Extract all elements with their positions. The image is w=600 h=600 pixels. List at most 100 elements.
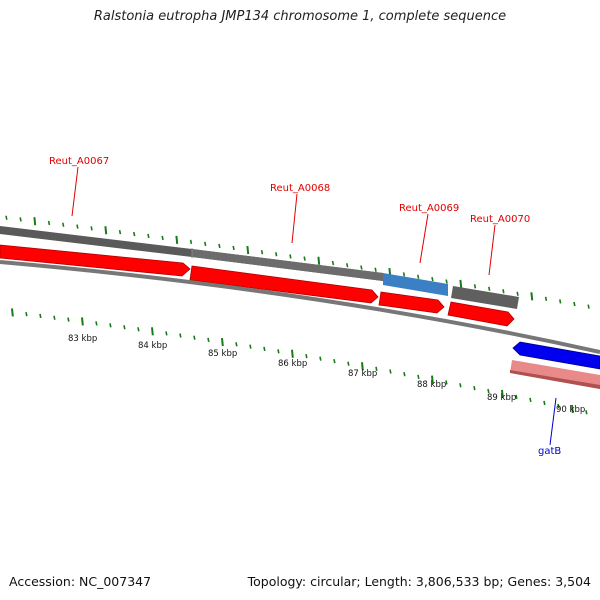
outer-tick <box>47 220 51 226</box>
outer-tick <box>204 241 207 247</box>
outer-tick <box>417 274 420 279</box>
outer-tick <box>473 284 477 289</box>
cds-arrow-2[interactable] <box>189 265 379 304</box>
scale-tick <box>529 397 532 403</box>
scale-tick <box>347 361 350 366</box>
leader-line-a0067 <box>71 166 79 217</box>
gene-label-a0067[interactable]: Reut_A0067 <box>49 156 109 167</box>
genome-summary: Topology: circular; Length: 3,806,533 bp… <box>247 574 591 589</box>
scale-tick <box>53 315 56 320</box>
scale-tick <box>291 349 294 358</box>
scale-tick <box>109 323 112 328</box>
outer-tick <box>5 215 8 220</box>
scale-tick <box>137 327 140 332</box>
outer-tick <box>544 296 548 302</box>
scale-tick <box>165 331 168 336</box>
rna-bar-gatb-shadow <box>510 370 600 389</box>
scale-tick <box>25 312 28 317</box>
cds-arrow-4[interactable] <box>447 301 515 327</box>
scale-tick <box>361 362 364 371</box>
scale-tick <box>221 337 224 347</box>
scale-tick <box>249 344 252 349</box>
scale-tick <box>179 333 182 338</box>
scale-tick <box>193 335 196 340</box>
outer-tick <box>76 224 79 229</box>
scale-tick <box>123 325 126 330</box>
scale-tick-ring <box>11 308 588 415</box>
leader-line-a0068 <box>291 193 298 244</box>
outer-tick <box>331 260 335 266</box>
cds-arrow-1[interactable] <box>0 244 191 277</box>
scale-tick <box>277 349 280 354</box>
scale-tick <box>431 375 434 384</box>
outer-tick <box>431 276 434 282</box>
gene-label-a0069[interactable]: Reut_A0069 <box>399 203 459 214</box>
scale-tick <box>39 313 42 319</box>
scale-tick <box>515 394 518 400</box>
outer-tick <box>147 233 150 239</box>
scale-label-87: 87 kbp <box>348 369 377 379</box>
scale-tick <box>95 321 98 326</box>
outer-tick <box>161 235 164 241</box>
scale-tick <box>305 353 308 359</box>
outer-tick <box>90 226 93 231</box>
scale-labels: 83 kbp 84 kbp 85 kbp 86 kbp 87 kbp 88 kb… <box>68 334 585 415</box>
outer-tick <box>502 289 505 294</box>
gene-track <box>0 226 519 309</box>
gene-label-a0068[interactable]: Reut_A0068 <box>270 183 330 194</box>
outer-tick <box>402 272 406 277</box>
scale-tick <box>459 383 462 388</box>
sequence-backbone <box>0 260 600 354</box>
scale-tick <box>445 380 448 385</box>
scale-tick <box>11 308 14 317</box>
scale-tick <box>557 403 560 409</box>
gene-bar-a0069[interactable] <box>383 273 448 296</box>
outer-tick <box>133 231 136 237</box>
scale-tick <box>319 356 322 361</box>
scale-label-90: 90 kbp <box>556 405 585 415</box>
scale-tick <box>389 369 392 374</box>
leader-line-gatb <box>549 397 557 446</box>
outer-tick <box>33 217 37 226</box>
gene-labels: Reut_A0067 Reut_A0068 Reut_A0069 Reut_A0… <box>49 156 561 457</box>
outer-tick <box>559 299 562 304</box>
scale-label-84: 84 kbp <box>138 341 167 351</box>
outer-tick <box>360 265 363 270</box>
outer-tick <box>189 239 193 245</box>
outer-tick <box>488 286 491 291</box>
outer-tick <box>104 226 108 235</box>
scale-label-88: 88 kbp <box>417 380 446 390</box>
scale-tick <box>473 385 476 391</box>
reverse-track <box>510 341 600 389</box>
scale-tick <box>151 327 154 336</box>
cds-arrow-gatb[interactable] <box>512 341 600 370</box>
gene-bar-a0070[interactable] <box>451 286 519 309</box>
outer-tick <box>530 292 534 301</box>
outer-tick <box>445 279 448 284</box>
scale-tick <box>375 366 378 372</box>
scale-tick <box>417 374 420 380</box>
gene-label-a0070[interactable]: Reut_A0070 <box>470 214 530 225</box>
scale-label-86: 86 kbp <box>278 359 307 369</box>
outer-tick <box>303 256 306 261</box>
outer-tick <box>374 267 377 272</box>
accession-label: Accession: NC_007347 <box>9 574 152 589</box>
outer-tick <box>459 279 463 289</box>
outer-tick <box>62 222 65 227</box>
scale-tick <box>501 389 504 399</box>
outer-tick <box>246 245 250 255</box>
scale-tick <box>543 400 546 406</box>
cds-arrow-3[interactable] <box>378 291 445 314</box>
outer-tick <box>232 245 235 251</box>
map-title: Ralstonia eutropha JMP134 chromosome 1, … <box>93 9 507 24</box>
gene-bar-a0068-highlight[interactable] <box>192 249 383 281</box>
cds-track <box>0 244 515 327</box>
scale-tick <box>571 404 574 414</box>
outer-tick <box>516 291 519 296</box>
scale-tick <box>333 358 336 364</box>
scale-tick <box>403 372 406 377</box>
scale-tick <box>67 317 70 322</box>
outer-tick <box>289 254 292 259</box>
gene-label-gatb[interactable]: gatB <box>538 446 561 457</box>
